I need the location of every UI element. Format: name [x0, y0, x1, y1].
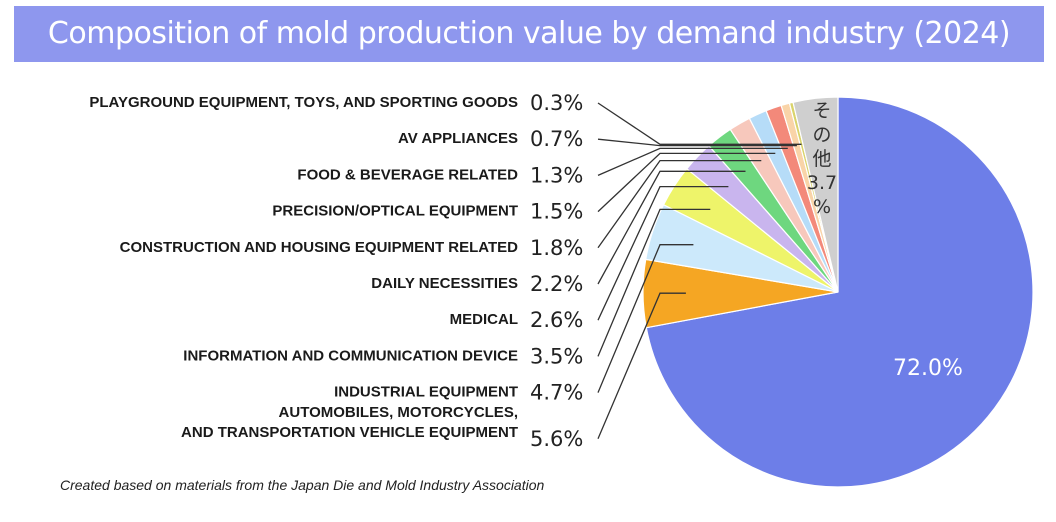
other-slice-label: 3.7	[807, 172, 837, 194]
leader-line	[597, 159, 762, 249]
leader-line	[597, 152, 776, 213]
value-label: 5.6%	[530, 427, 583, 451]
value-label: 3.5%	[530, 344, 583, 368]
leader-line	[597, 292, 686, 440]
value-label: 4.7%	[530, 381, 583, 405]
leader-line	[597, 244, 694, 393]
value-label: 0.3%	[530, 91, 583, 115]
slice-value-label: 72.0%	[893, 356, 963, 381]
category-label: DAILY NECESSITIES	[371, 275, 518, 292]
leader-line	[597, 147, 788, 176]
category-label: AUTOMOBILES, MOTORCYCLES,	[279, 404, 518, 421]
other-slice-label: 他	[812, 148, 831, 170]
category-label: FOOD & BEVERAGE RELATED	[297, 166, 518, 183]
leader-line	[597, 102, 802, 145]
other-slice-label: の	[812, 124, 831, 146]
chart-title: Composition of mold production value by …	[14, 6, 1044, 62]
category-label: PLAYGROUND EQUIPMENT, TOYS, AND SPORTING…	[89, 94, 518, 111]
pie-slice	[645, 96, 1034, 488]
category-label: PRECISION/OPTICAL EQUIPMENT	[272, 203, 518, 220]
category-label: CONSTRUCTION AND HOUSING EQUIPMENT RELAT…	[120, 239, 519, 256]
pie-slice	[792, 96, 839, 293]
leader-line	[597, 185, 729, 321]
source-note: Created based on materials from the Japa…	[60, 477, 545, 493]
category-label: AV APPLIANCES	[398, 130, 518, 147]
category-label: INDUSTRIAL EQUIPMENT	[334, 384, 518, 401]
leader-line	[597, 170, 746, 285]
other-slice-label: %	[813, 196, 831, 218]
category-label: MEDICAL	[450, 311, 518, 328]
other-slice-label: そ	[812, 100, 831, 122]
value-label: 1.3%	[530, 163, 583, 187]
value-label: 1.8%	[530, 236, 583, 260]
category-label: INFORMATION AND COMMUNICATION DEVICE	[183, 347, 518, 364]
leader-line	[597, 208, 711, 357]
value-label: 0.7%	[530, 127, 583, 151]
category-label: AND TRANSPORTATION VEHICLE EQUIPMENT	[181, 424, 518, 441]
value-label: 2.2%	[530, 272, 583, 296]
leader-line	[597, 138, 797, 147]
value-label: 2.6%	[530, 308, 583, 332]
value-label: 1.5%	[530, 200, 583, 224]
